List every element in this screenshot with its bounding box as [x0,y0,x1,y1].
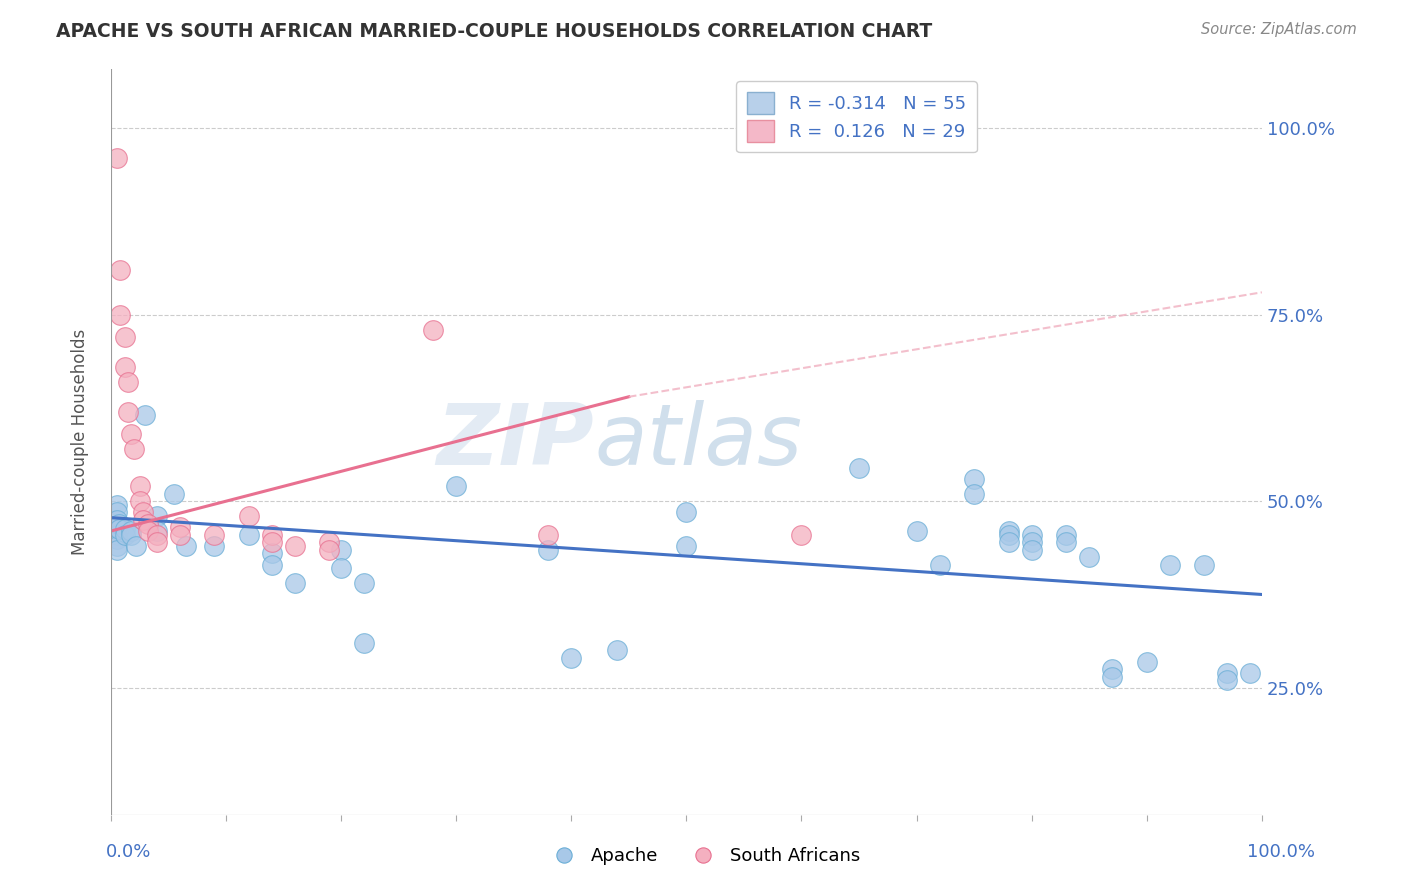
Point [105,539,128,553]
Point [848,460,870,475]
Point [105,151,128,165]
Point [121,524,143,538]
Point [1216,673,1239,688]
Point [136,516,159,531]
Point [132,505,155,519]
Point [121,427,143,442]
Point [1021,528,1043,542]
Point [238,528,260,542]
Point [675,505,697,519]
Point [125,539,148,553]
Point [108,516,131,531]
Point [105,542,128,557]
Point [121,528,143,542]
Point [117,375,139,389]
Point [284,539,307,553]
Point [128,479,150,493]
Point [122,442,145,456]
Point [105,532,128,546]
Point [537,528,560,542]
Point [105,513,128,527]
Point [146,535,169,549]
Point [169,528,191,542]
Point [114,330,136,344]
Point [330,561,353,575]
Legend: Apache, South Africans: Apache, South Africans [538,840,868,872]
Point [353,636,375,650]
Point [108,308,131,322]
Point [114,522,136,536]
Text: ZIP: ZIP [437,400,595,483]
Point [105,520,128,534]
Point [1078,550,1101,565]
Point [163,487,186,501]
Point [260,546,283,560]
Y-axis label: Married-couple Households: Married-couple Households [72,328,89,555]
Point [114,359,136,374]
Point [108,263,131,277]
Point [136,524,159,538]
Point [146,509,169,524]
Point [132,513,155,527]
Point [997,528,1019,542]
Point [1054,535,1077,549]
Text: 100.0%: 100.0% [1247,843,1315,861]
Point [105,528,128,542]
Text: APACHE VS SOUTH AFRICAN MARRIED-COUPLE HOUSEHOLDS CORRELATION CHART: APACHE VS SOUTH AFRICAN MARRIED-COUPLE H… [56,22,932,41]
Point [1194,558,1216,572]
Point [146,528,169,542]
Point [134,409,156,423]
Point [963,472,986,486]
Point [284,576,307,591]
Point [606,643,628,657]
Point [260,558,283,572]
Point [260,535,283,549]
Point [1136,655,1159,669]
Point [318,542,340,557]
Point [146,524,169,538]
Point [202,539,225,553]
Point [963,487,986,501]
Point [675,539,697,553]
Point [330,542,353,557]
Point [169,520,191,534]
Point [238,509,260,524]
Point [1159,558,1181,572]
Point [105,498,128,512]
Point [444,479,467,493]
Point [202,528,225,542]
Point [318,535,340,549]
Point [117,405,139,419]
Point [1021,542,1043,557]
Legend: R = -0.314   N = 55, R =  0.126   N = 29: R = -0.314 N = 55, R = 0.126 N = 29 [737,81,977,153]
Point [1239,665,1261,680]
Point [174,539,197,553]
Point [997,535,1019,549]
Point [1216,665,1239,680]
Point [928,558,950,572]
Point [537,542,560,557]
Text: 0.0%: 0.0% [105,843,150,861]
Point [128,494,150,508]
Point [260,528,283,542]
Point [790,528,813,542]
Text: atlas: atlas [595,400,803,483]
Point [1101,662,1123,676]
Point [114,528,136,542]
Point [1101,669,1123,683]
Point [1021,535,1043,549]
Point [1054,528,1077,542]
Point [108,522,131,536]
Text: Source: ZipAtlas.com: Source: ZipAtlas.com [1201,22,1357,37]
Point [905,524,928,538]
Point [560,651,582,665]
Point [997,524,1019,538]
Point [422,323,444,337]
Point [353,576,375,591]
Point [105,505,128,519]
